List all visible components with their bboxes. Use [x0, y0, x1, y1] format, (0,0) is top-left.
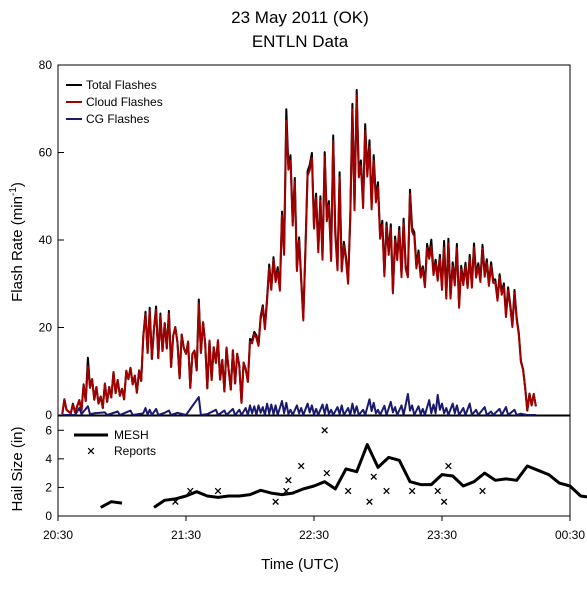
flash-rate-y-axis-label-main: Flash Rate (min — [9, 196, 26, 302]
flash-rate-y-tick-label: 60 — [39, 146, 53, 160]
flash-rate-y-tick-label: 80 — [39, 58, 53, 72]
report-marker — [272, 498, 279, 505]
x-tick-label: 21:30 — [171, 528, 201, 542]
flash-rate-legend: Total Flashes Cloud Flashes CG Flashes — [66, 78, 163, 126]
flash-rate-y-tick-label: 0 — [45, 408, 52, 422]
hail-size-y-tick-label: 4 — [45, 452, 52, 466]
cg-flashes-line — [62, 393, 536, 416]
cg-flashes-legend-label: CG Flashes — [86, 112, 149, 126]
flash-rate-y-axis-label-close: ) — [9, 182, 26, 187]
flash-rate-plot-area: 0 20 40 60 80 — [39, 58, 571, 422]
x-tick-label: 23:30 — [427, 528, 457, 542]
hail-size-plot-area: 0 2 4 6 20:30 21:30 22:30 23:30 00:30 — [43, 415, 587, 542]
hail-size-y-tick-label: 6 — [45, 423, 52, 437]
report-marker — [172, 498, 179, 505]
total-flashes-legend-label: Total Flashes — [86, 78, 157, 92]
x-tick-label: 20:30 — [43, 528, 73, 542]
cloud-flashes-line — [61, 93, 537, 415]
hail-size-y-tick-label: 2 — [45, 480, 52, 494]
report-marker — [445, 462, 452, 470]
cloud-flashes-legend-label: Cloud Flashes — [86, 95, 163, 109]
report-marker — [321, 427, 328, 434]
report-marker — [344, 487, 352, 495]
report-marker — [283, 487, 290, 495]
report-marker — [408, 487, 416, 495]
report-marker — [383, 487, 390, 495]
chart-subtitle: ENTLN Data — [252, 32, 349, 51]
mesh-legend-label: MESH — [114, 428, 149, 442]
hail-size-y-axis-label: Hail Size (in) — [9, 426, 26, 511]
flash-rate-y-axis-label-sup: -1 — [8, 187, 19, 196]
report-marker — [440, 498, 448, 505]
report-marker — [366, 498, 373, 505]
report-marker — [214, 487, 222, 495]
flash-rate-y-tick-label: 40 — [39, 233, 53, 247]
report-marker — [323, 469, 331, 477]
x-tick-label: 22:30 — [299, 528, 329, 542]
mesh-line — [153, 443, 587, 509]
flash-rate-y-tick-label: 20 — [39, 321, 53, 335]
hail-size-legend: MESH Reports — [74, 428, 156, 458]
x-tick-label: 00:30 — [555, 528, 585, 542]
flash-rate-y-axis-label: Flash Rate (min-1) — [8, 182, 26, 302]
hail-size-y-tick-label: 0 — [45, 509, 52, 523]
flash-rate-panel: Flash Rate (min-1) 0 20 40 60 80 Total Flash… — [8, 58, 571, 422]
chart-header: 23 May 2011 (OK) ENTLN Data — [231, 8, 369, 51]
report-marker — [285, 477, 292, 484]
mesh-line — [99, 500, 123, 509]
chart-title: 23 May 2011 (OK) — [231, 8, 369, 27]
report-marker — [187, 487, 194, 495]
report-marker — [434, 487, 441, 495]
report-marker — [297, 462, 305, 470]
report-marker — [479, 487, 486, 495]
reports-legend-label: Reports — [114, 444, 156, 458]
x-axis-label: Time (UTC) — [261, 556, 339, 573]
report-marker — [370, 473, 377, 480]
reports-legend-swatch — [87, 447, 95, 455]
